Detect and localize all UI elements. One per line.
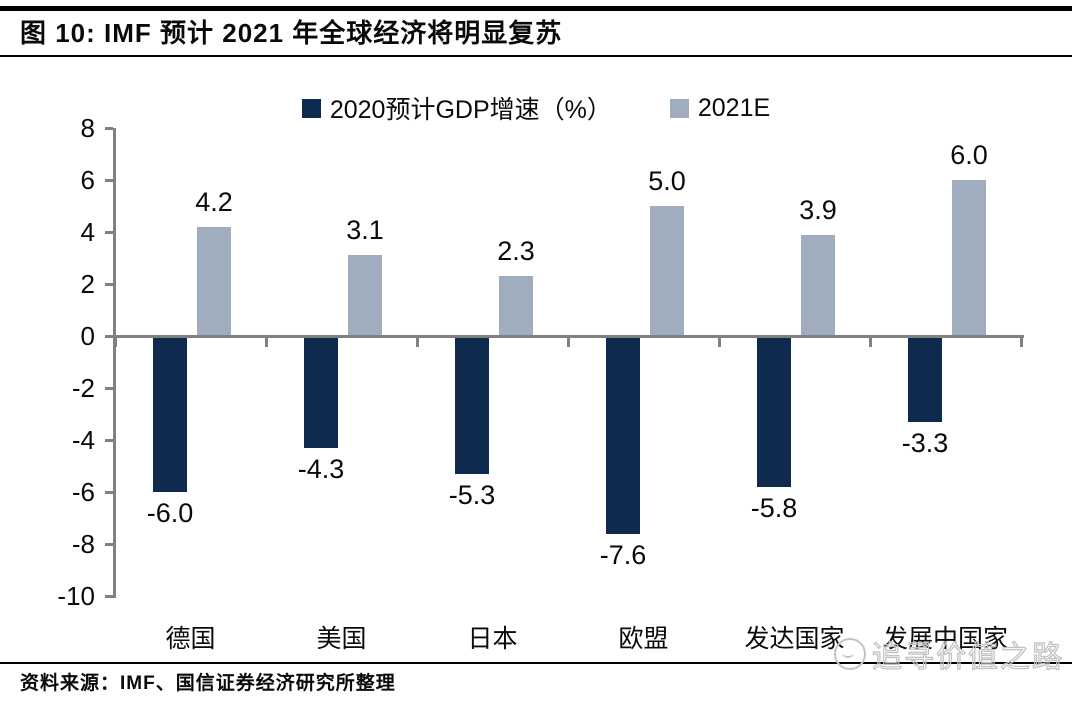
bar-2021e [650, 206, 684, 335]
bar-2020 [606, 338, 640, 534]
bar-label-2021e: 6.0 [950, 140, 988, 170]
y-axis-tick [105, 179, 113, 182]
category-label: 美国 [316, 625, 367, 653]
bar-label-2020: -6.0 [146, 498, 194, 528]
chart-legend: 2020预计GDP增速（%） 2021E [0, 90, 1072, 126]
bar-2021e [348, 255, 382, 335]
title-underline-rule [0, 55, 1072, 57]
bar-2021e [801, 235, 835, 335]
y-axis-tick [105, 335, 113, 338]
y-axis-tick-label: 2 [80, 269, 95, 299]
x-axis-tick [869, 338, 872, 347]
y-axis-tick [105, 231, 113, 234]
source-note: 资料来源：IMF、国信证券经济研究所整理 [20, 673, 396, 694]
bar-2021e [197, 227, 231, 335]
y-axis-tick-label: -4 [71, 425, 95, 455]
bar-2020 [757, 338, 791, 487]
bar-label-2020: -5.8 [750, 493, 798, 523]
legend-item-2021e: 2021E [669, 93, 771, 123]
y-axis-tick [105, 543, 113, 546]
category-label: 发展中国家 [882, 625, 1008, 653]
watermark: 追寻价值之路 [834, 632, 1064, 676]
bar-label-2020: -4.3 [297, 454, 345, 484]
bar-2020 [304, 338, 338, 448]
bar-label-2021e: 2.3 [497, 236, 535, 266]
bar-label-2020: -5.3 [448, 480, 496, 510]
bar-2020 [153, 338, 187, 492]
y-axis-tick-label: 0 [80, 321, 95, 351]
bar-label-2021e: 4.2 [195, 187, 233, 217]
bar-2020 [908, 338, 942, 422]
x-axis-tick [718, 338, 721, 347]
legend-label-2021e: 2021E [697, 93, 771, 122]
bar-2020 [455, 338, 489, 474]
x-axis-tick [416, 338, 419, 347]
legend-label-2020: 2020预计GDP增速（%） [329, 96, 612, 124]
x-axis-tick [114, 338, 117, 347]
x-axis-tick [265, 338, 268, 347]
x-axis-line [113, 335, 1024, 338]
y-axis-line [113, 128, 116, 598]
y-axis-tick-label: 8 [80, 113, 95, 143]
category-label: 日本 [467, 625, 518, 653]
bar-2021e [952, 180, 986, 335]
bar-label-2020: -3.3 [901, 428, 949, 458]
figure-title: 图 10: IMF 预计 2021 年全球经济将明显复苏 [20, 18, 563, 48]
y-axis-tick [105, 595, 113, 598]
y-axis-tick-label: -10 [57, 581, 95, 611]
bar-label-2021e: 3.1 [346, 215, 384, 245]
watermark-text: 追寻价值之路 [871, 640, 1064, 674]
y-axis-tick-label: -8 [71, 529, 95, 559]
y-axis-tick-label: 6 [80, 165, 95, 195]
category-label: 德国 [165, 625, 216, 653]
bar-label-2020: -7.6 [599, 540, 647, 570]
legend-swatch-2020 [301, 98, 321, 118]
x-axis-tick [567, 338, 570, 347]
y-axis-tick-label: -6 [71, 477, 95, 507]
legend-swatch-2021e [669, 98, 689, 118]
legend-item-2020: 2020预计GDP增速（%） [301, 90, 612, 126]
y-axis-tick [105, 127, 113, 130]
watermark-logo-icon [834, 638, 866, 670]
y-axis-tick [105, 283, 113, 286]
top-border-rule [0, 6, 1072, 11]
category-label: 发达国家 [744, 625, 845, 653]
category-label: 欧盟 [618, 625, 669, 653]
bar-label-2021e: 5.0 [648, 166, 686, 196]
y-axis-tick [105, 439, 113, 442]
x-axis-tick [1020, 338, 1023, 347]
y-axis-tick-label: -2 [71, 373, 95, 403]
bar-2021e [499, 276, 533, 335]
y-axis-tick [105, 491, 113, 494]
y-axis-tick-label: 4 [80, 217, 95, 247]
y-axis-tick [105, 387, 113, 390]
bar-label-2021e: 3.9 [799, 195, 837, 225]
bottom-border-rule [0, 662, 1072, 664]
